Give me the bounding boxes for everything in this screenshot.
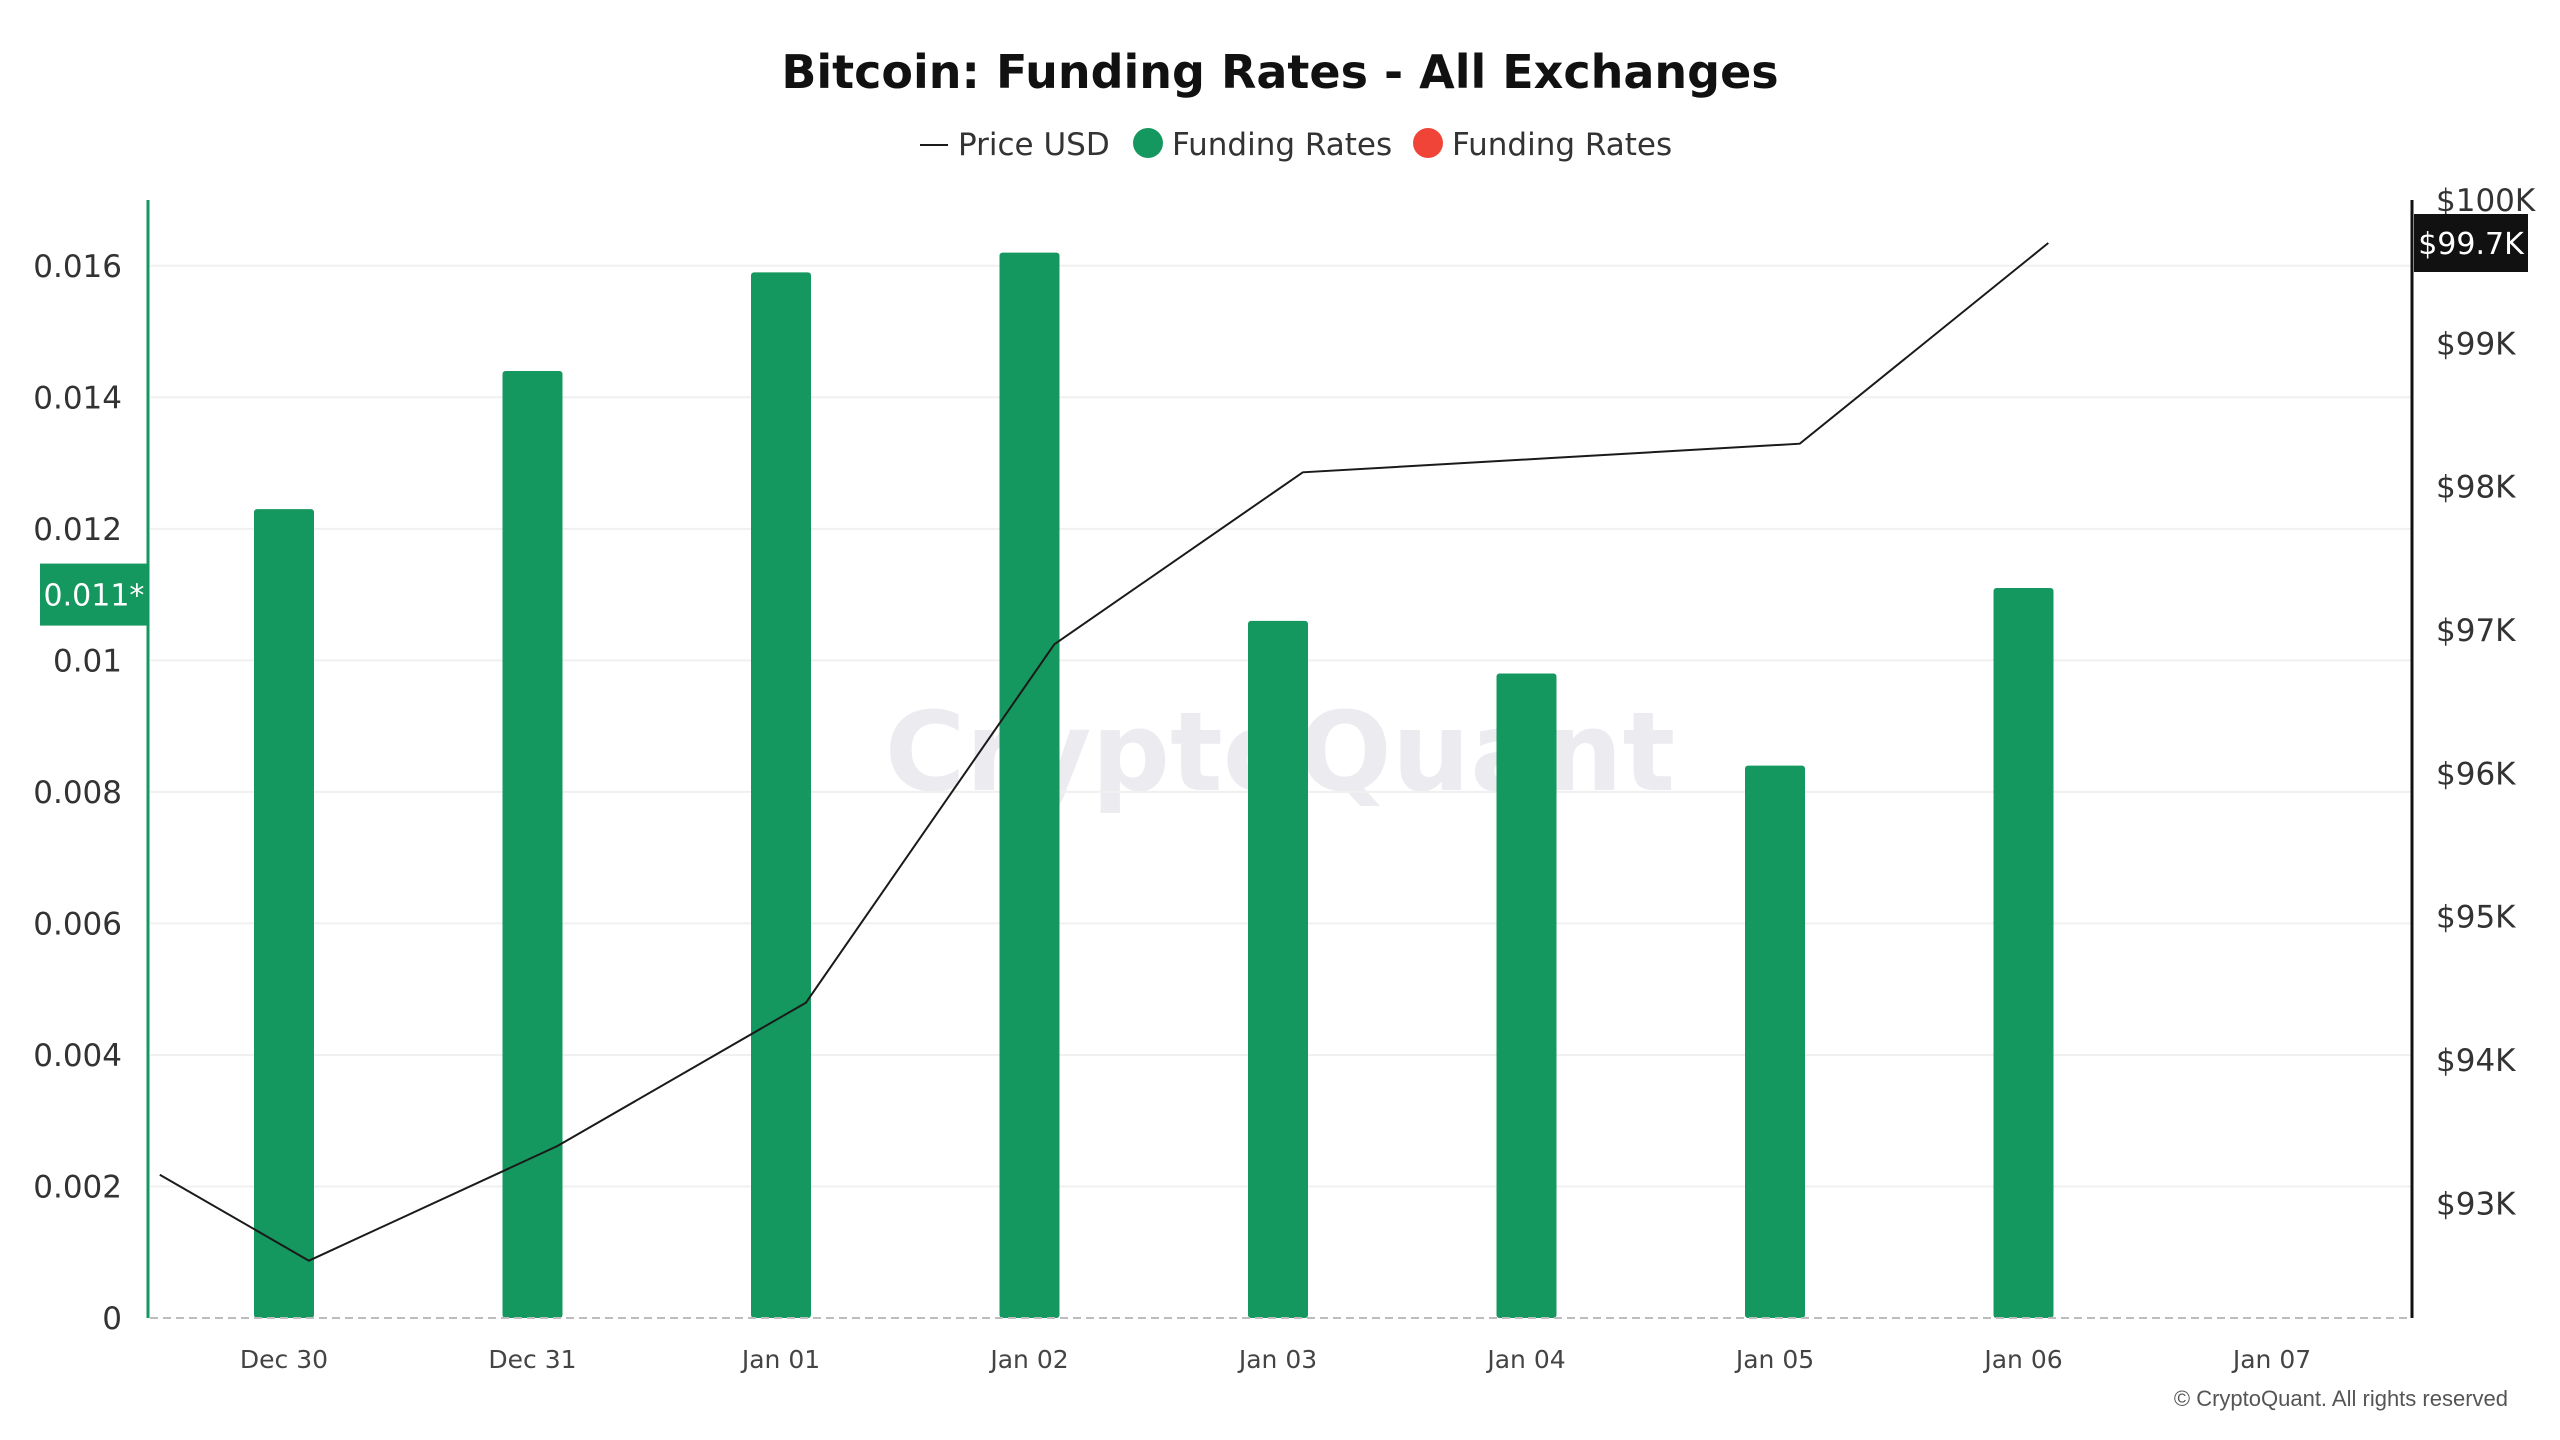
x-tick-label: Jan 01 [740, 1345, 820, 1374]
funding-rate-bar[interactable] [254, 509, 314, 1318]
left-tick-label: 0.01 [53, 643, 122, 679]
right-axis-current-box [2414, 214, 2528, 272]
footer-copyright: © CryptoQuant. All rights reserved [2174, 1386, 2508, 1411]
right-tick-label: $96K [2436, 756, 2516, 792]
left-tick-label: 0.004 [33, 1038, 122, 1074]
price-line-series [159, 242, 2049, 1262]
x-tick-label: Dec 30 [240, 1345, 328, 1374]
legend-price-label[interactable]: Price USD [958, 127, 1110, 163]
right-axis-ticks: $93K $94K $95K $96K $97K $98K $99K $100K [2436, 183, 2536, 1222]
legend[interactable]: Price USD Funding Rates Funding Rates [920, 127, 1672, 163]
left-tick-label: 0 [102, 1301, 122, 1337]
x-tick-label: Jan 04 [1485, 1345, 1565, 1374]
funding-rate-bar[interactable] [1993, 588, 2054, 1318]
bar-series [254, 252, 2054, 1318]
funding-rate-bar[interactable] [999, 252, 1060, 1318]
left-tick-label: 0.002 [33, 1169, 122, 1205]
right-tick-label: $100K [2436, 183, 2536, 219]
left-axis-ticks: 0 0.002 0.004 0.006 0.008 0.01 0.012 0.014 0.016 [33, 249, 122, 1337]
legend-funding-red-label[interactable]: Funding Rates [1452, 127, 1672, 163]
right-axis-current-label: $99.7K [2418, 227, 2525, 262]
funding-rate-bar[interactable] [751, 272, 811, 1318]
left-axis-current-marker: 0.011* [40, 563, 148, 626]
left-axis-current-box [40, 563, 148, 626]
left-tick-label: 0.012 [33, 512, 122, 548]
x-tick-label: Jan 05 [1734, 1345, 1814, 1374]
funding-rate-bar[interactable] [1496, 673, 1557, 1318]
right-tick-label: $93K [2436, 1186, 2516, 1222]
right-axis-current-marker: $99.7K [2414, 214, 2528, 272]
x-tick-label: Jan 06 [1982, 1345, 2062, 1374]
funding-rate-bar[interactable] [502, 370, 563, 1318]
right-tick-label: $98K [2436, 470, 2516, 506]
funding-rate-bar[interactable] [1745, 765, 1805, 1318]
left-tick-label: 0.016 [33, 249, 122, 285]
chart-title: Bitcoin: Funding Rates - All Exchanges [781, 45, 1778, 99]
legend-funding-red-dot [1413, 128, 1443, 158]
right-tick-label: $94K [2436, 1043, 2516, 1079]
funding-rate-bar[interactable] [1248, 620, 1308, 1318]
price-usd-line[interactable] [159, 242, 2049, 1262]
x-tick-label: Jan 07 [2231, 1345, 2311, 1374]
left-tick-label: 0.006 [33, 906, 122, 942]
left-tick-label: 0.008 [33, 775, 122, 811]
left-tick-label: 0.014 [33, 380, 122, 416]
x-tick-label: Jan 02 [988, 1345, 1068, 1374]
right-tick-label: $95K [2436, 900, 2516, 936]
left-axis-current-label: 0.011* [44, 579, 145, 614]
x-tick-label: Dec 31 [488, 1345, 576, 1374]
x-tick-label: Jan 03 [1237, 1345, 1317, 1374]
legend-funding-green-label[interactable]: Funding Rates [1172, 127, 1392, 163]
legend-funding-green-dot [1133, 128, 1163, 158]
x-axis-ticks: Dec 30 Dec 31 Jan 01 Jan 02 Jan 03 Jan 04 Jan … [240, 1345, 2311, 1374]
right-tick-label: $97K [2436, 613, 2516, 649]
right-tick-label: $99K [2436, 326, 2516, 362]
